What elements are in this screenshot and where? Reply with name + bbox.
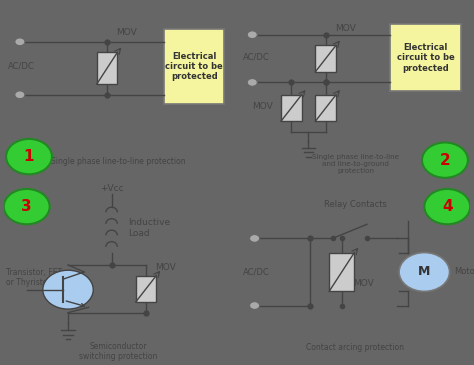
Circle shape	[249, 235, 260, 242]
Text: Transistor, FET
or Thyristor: Transistor, FET or Thyristor	[6, 268, 62, 287]
Text: MOV: MOV	[116, 28, 137, 37]
Text: Motor: Motor	[454, 268, 474, 276]
Circle shape	[247, 31, 257, 39]
Text: Electrical
circuit to be
protected: Electrical circuit to be protected	[397, 43, 455, 73]
FancyBboxPatch shape	[390, 24, 461, 91]
Text: AC/DC: AC/DC	[9, 61, 35, 70]
Circle shape	[15, 38, 25, 46]
Text: MOV: MOV	[353, 279, 374, 288]
Text: Relay Contacts: Relay Contacts	[324, 200, 387, 209]
Polygon shape	[329, 253, 355, 291]
Text: MOV: MOV	[252, 102, 273, 111]
Text: Inductive
Load: Inductive Load	[128, 218, 170, 238]
Text: Semiconductor
switching protection: Semiconductor switching protection	[79, 342, 158, 361]
Text: Electrical
circuit to be
protected: Electrical circuit to be protected	[165, 51, 223, 81]
Polygon shape	[136, 276, 156, 302]
Circle shape	[247, 78, 257, 86]
Circle shape	[6, 139, 52, 174]
Circle shape	[422, 142, 468, 178]
Polygon shape	[315, 45, 336, 72]
Text: 1: 1	[24, 149, 34, 164]
Circle shape	[4, 189, 50, 224]
Polygon shape	[97, 53, 118, 84]
Text: AC/DC: AC/DC	[243, 268, 270, 276]
Circle shape	[424, 189, 470, 224]
Circle shape	[15, 91, 25, 99]
Circle shape	[399, 253, 449, 291]
Text: Single phase line-to-line protection: Single phase line-to-line protection	[51, 157, 186, 166]
Text: 4: 4	[442, 199, 453, 214]
FancyBboxPatch shape	[164, 30, 224, 104]
Text: Single phase line-to-line
and line-to-ground
protection: Single phase line-to-line and line-to-gr…	[312, 154, 399, 174]
Text: 3: 3	[21, 199, 32, 214]
Text: Contact arcing protection: Contact arcing protection	[307, 343, 404, 353]
Circle shape	[249, 301, 260, 310]
Text: +Vcc: +Vcc	[100, 184, 124, 193]
Polygon shape	[315, 95, 336, 121]
Text: MOV: MOV	[155, 263, 176, 272]
Text: M: M	[418, 265, 430, 278]
Text: AC/DC: AC/DC	[243, 53, 270, 61]
Text: MOV: MOV	[335, 24, 356, 33]
Polygon shape	[281, 95, 301, 121]
Circle shape	[43, 270, 93, 309]
Text: 2: 2	[439, 153, 450, 168]
